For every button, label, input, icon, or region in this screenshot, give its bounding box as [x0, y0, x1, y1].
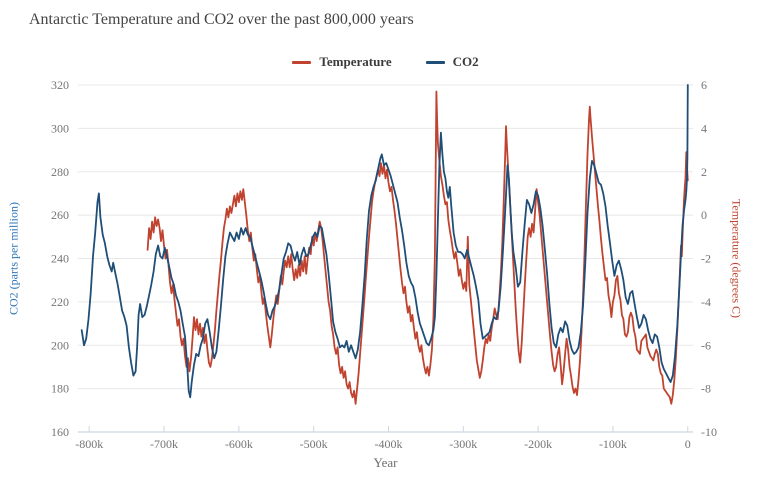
x-axis-tick-label: -400k — [374, 437, 402, 451]
right-axis-tick-label: 0 — [701, 208, 707, 222]
temperature-series-line — [146, 90, 689, 405]
left-axis-tick-label: 260 — [51, 208, 69, 222]
right-axis-tick-label: -10 — [701, 425, 717, 439]
chart-title: Antarctic Temperature and CO2 over the p… — [29, 11, 414, 28]
x-axis-title: Year — [373, 455, 398, 470]
right-axis-tick-label: -4 — [701, 295, 711, 309]
left-axis-tick-label: 180 — [51, 382, 69, 396]
legend-label-temperature: Temperature — [319, 54, 392, 69]
right-axis-tick-label: 4 — [701, 121, 707, 135]
legend-item-temperature[interactable]: Temperature — [292, 54, 392, 70]
x-axis-tick-label: -600k — [225, 437, 253, 451]
co2-line-swatch-icon — [425, 60, 445, 64]
right-axis-tick-label: -8 — [701, 382, 711, 396]
left-axis-tick-label: 280 — [51, 165, 69, 179]
left-axis-tick-label: 240 — [51, 252, 69, 266]
x-axis-tick-label: -800k — [75, 437, 103, 451]
legend: Temperature CO2 — [78, 54, 693, 70]
legend-item-co2[interactable]: CO2 — [425, 54, 479, 70]
x-axis-tick-label: 0 — [685, 437, 691, 451]
co2-series-line — [80, 84, 689, 399]
right-axis-tick-label: 2 — [701, 165, 707, 179]
left-axis-tick-label: 300 — [51, 121, 69, 135]
x-axis-tick-label: -500k — [300, 437, 328, 451]
legend-label-co2: CO2 — [452, 54, 479, 69]
right-axis-tick-label: -2 — [701, 252, 711, 266]
left-axis-tick-label: 160 — [51, 425, 69, 439]
x-axis-tick-label: -100k — [599, 437, 627, 451]
left-axis-tick-label: 320 — [51, 78, 69, 92]
right-axis-tick-label: 6 — [701, 78, 707, 92]
left-axis-tick-label: 200 — [51, 338, 69, 352]
temperature-line-swatch-icon — [292, 60, 312, 64]
x-axis-tick-label: -300k — [449, 437, 477, 451]
right-axis-tick-label: -6 — [701, 338, 711, 352]
left-axis-tick-label: 220 — [51, 295, 69, 309]
x-axis-tick-label: -700k — [150, 437, 178, 451]
x-axis-tick-label: -200k — [524, 437, 552, 451]
